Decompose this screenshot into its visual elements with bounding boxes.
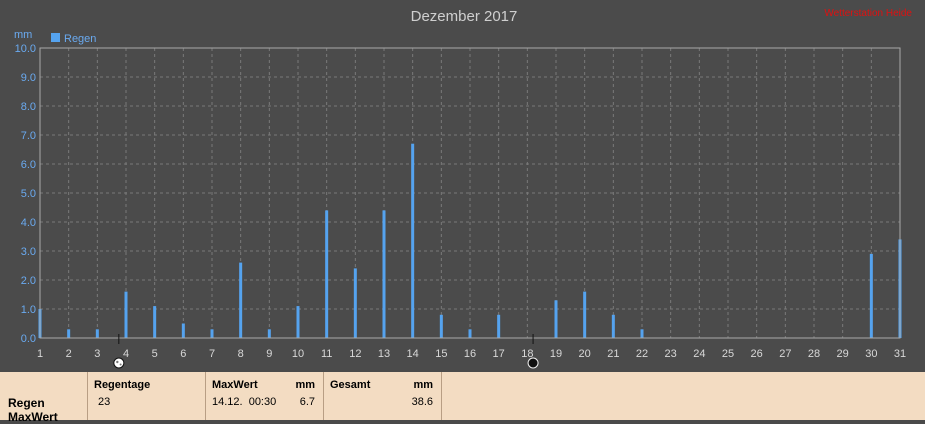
x-tick-label: 8: [238, 348, 244, 360]
x-tick-label: 17: [493, 348, 505, 360]
stats-maxwert-column: MaxWert mm 14.12. 00:30 6.7: [206, 372, 324, 420]
y-tick-label: 0.0: [21, 333, 36, 345]
grid: [40, 48, 900, 338]
stats-regentage-column: Regentage 23: [88, 372, 206, 420]
y-tick-label: 6.0: [21, 159, 36, 171]
y-tick-label: 1.0: [21, 304, 36, 316]
x-tick-label: 18: [521, 348, 533, 360]
y-tick-label: 3.0: [21, 246, 36, 258]
x-tick-label: 23: [665, 348, 677, 360]
bar-day-19: [554, 300, 558, 338]
bar-day-3: [95, 329, 99, 338]
y-tick-label: 2.0: [21, 275, 36, 287]
x-tick-label: 1: [37, 348, 43, 360]
x-tick-label: 28: [808, 348, 820, 360]
moon-phases: [113, 334, 539, 369]
x-tick-label: 16: [464, 348, 476, 360]
x-tick-label: 27: [779, 348, 791, 360]
bar-day-22: [640, 329, 644, 338]
y-ticks: 0.0 1.0 2.0 3.0 4.0 5.0 6.0 7.0 8.0 9.0 10.0: [15, 43, 36, 345]
bar-day-12: [353, 268, 357, 338]
x-tick-label: 20: [579, 348, 591, 360]
gesamt-header: Gesamt: [330, 379, 371, 391]
stats-panel: Regen MaxWert Regentage 23 MaxWert mm 14…: [0, 372, 925, 424]
full-moon-disc: [113, 357, 125, 369]
bar-day-8: [239, 262, 243, 338]
x-tick-label: 25: [722, 348, 734, 360]
bar-day-4: [124, 291, 128, 338]
full-moon-icon: [113, 357, 125, 369]
y-tick-label: 10.0: [15, 43, 36, 55]
new-moon-icon: [527, 357, 539, 369]
bar-day-21: [611, 314, 615, 338]
bar-day-30: [869, 253, 873, 338]
bar-day-16: [468, 329, 472, 338]
x-tick-label: 11: [321, 348, 332, 360]
legend-label: Regen: [64, 33, 96, 45]
row-label-regen: Regen: [8, 396, 45, 410]
y-tick-label: 7.0: [21, 130, 36, 142]
x-tick-label: 10: [292, 348, 304, 360]
x-tick-label: 26: [751, 348, 763, 360]
bar-day-20: [583, 291, 587, 338]
bar-day-14: [411, 143, 415, 338]
bar-day-10: [296, 306, 300, 338]
x-tick-label: 14: [407, 348, 419, 360]
y-tick-label: 8.0: [21, 101, 36, 113]
maxwert-datetime: 14.12. 00:30: [212, 396, 277, 408]
y-tick-label: 4.0: [21, 217, 36, 229]
regentage-header: Regentage: [94, 379, 151, 391]
bar-day-6: [181, 323, 185, 338]
x-tick-label: 29: [837, 348, 849, 360]
bar-day-7: [210, 329, 214, 338]
gesamt-value: 38.6: [411, 396, 433, 408]
gesamt-unit: mm: [413, 379, 433, 391]
x-tick-label: 15: [435, 348, 447, 360]
station-watermark: Wetterstation Heide: [824, 8, 912, 19]
chart-title: Dezember 2017: [411, 8, 518, 25]
row-label-maxwert: MaxWert: [8, 410, 58, 424]
x-tick-label: 21: [607, 348, 619, 360]
x-tick-label: 30: [865, 348, 877, 360]
x-tick-label: 13: [378, 348, 390, 360]
y-tick-label: 5.0: [21, 188, 36, 200]
x-tick-label: 7: [209, 348, 215, 360]
bar-day-15: [439, 314, 443, 338]
x-tick-label: 12: [349, 348, 361, 360]
full-moon-crater: [116, 360, 119, 364]
x-ticks: 1 2 3 4 5 6 7 8 9 10 11 12 13 14 15 16 17 18 19 20 21 22 23 24 2…: [37, 348, 906, 360]
stats-label-column: Regen MaxWert: [0, 372, 88, 424]
maxwert-unit: mm: [295, 379, 315, 391]
bar-day-17: [497, 314, 501, 338]
x-tick-label: 3: [94, 348, 100, 360]
rain-chart: Dezember 2017 Wetterstation Heide mm Reg…: [14, 8, 913, 369]
bar-day-2: [67, 329, 71, 338]
full-moon-crater: [119, 363, 122, 366]
x-tick-label: 9: [266, 348, 272, 360]
x-tick-label: 6: [180, 348, 186, 360]
stats-gesamt-column: Gesamt mm 38.6: [324, 372, 442, 420]
plot-frame: [39, 47, 901, 339]
x-tick-label: 19: [550, 348, 562, 360]
maxwert-header: MaxWert: [212, 379, 258, 391]
x-tick-label: 31: [894, 348, 906, 360]
legend-swatch: [51, 33, 60, 42]
maxwert-value: 6.7: [299, 396, 315, 408]
bar-day-9: [267, 329, 271, 338]
x-tick-label: 24: [693, 348, 705, 360]
bar-day-5: [153, 306, 157, 338]
bar-day-13: [382, 210, 386, 338]
x-tick-label: 5: [152, 348, 158, 360]
bar-day-11: [325, 210, 329, 338]
y-tick-label: 9.0: [21, 72, 36, 84]
regentage-value: 23: [98, 396, 111, 408]
x-tick-label: 22: [636, 348, 648, 360]
new-moon-disc: [527, 357, 539, 369]
y-axis-label: mm: [14, 29, 32, 41]
x-tick-label: 2: [66, 348, 72, 360]
x-tick-label: 4: [123, 348, 129, 360]
